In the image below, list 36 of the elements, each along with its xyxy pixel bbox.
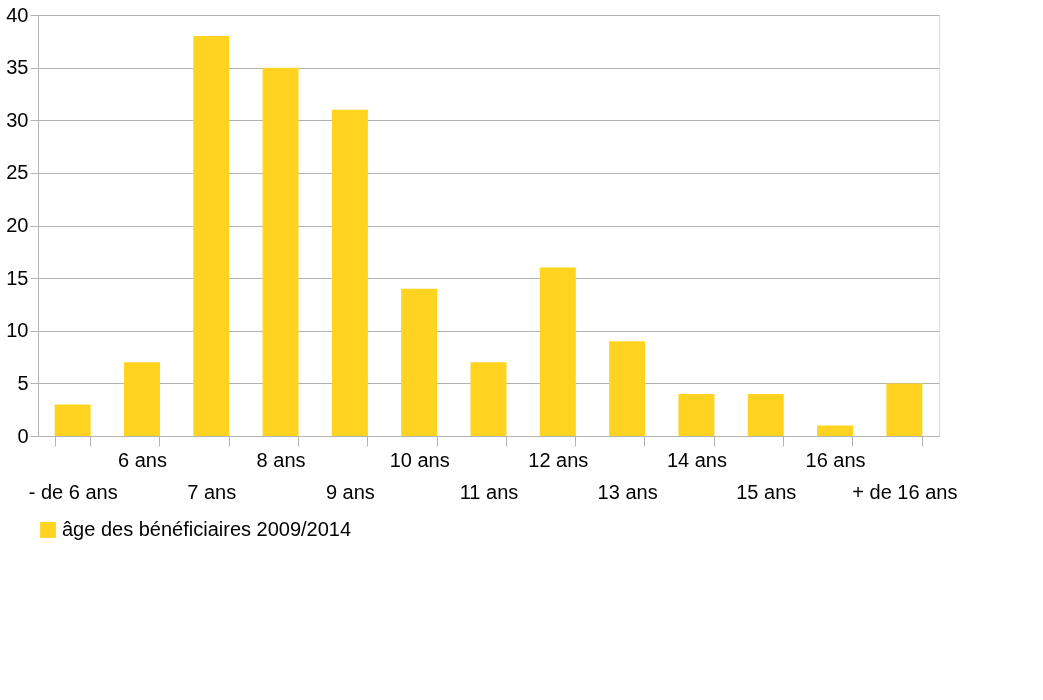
bar [886,383,923,436]
bar [539,267,576,436]
x-tick-label: 13 ans [597,480,658,503]
x-tick-label: 7 ans [187,480,237,503]
y-tick-label: 25 [6,161,29,184]
y-tick-label: 5 [17,371,29,394]
y-tick-label: 15 [6,266,29,289]
x-tick-label: 12 ans [528,448,589,471]
bar [609,341,646,436]
x-tick-label: 11 ans [459,480,519,503]
bar [401,288,438,436]
bar [817,425,854,436]
x-tick-label: 15 ans [736,480,797,503]
y-tick-label: 10 [6,319,29,342]
bar [747,393,784,436]
x-tick-label: 8 ans [256,448,306,471]
x-tick-label: 14 ans [666,448,727,471]
bar [123,362,160,436]
bar [678,393,715,436]
legend-label: âge des bénéficiaires 2009/2014 [62,518,352,540]
x-tick-label: + de 16 ans [852,480,958,503]
x-tick-label: 6 ans [117,448,167,471]
x-tick-label: 16 ans [805,448,866,471]
bar [470,362,507,436]
bar [193,36,230,436]
bar [262,67,299,436]
x-tick-label: - de 6 ans [28,480,118,503]
bar [54,404,91,436]
y-tick-label: 35 [6,56,29,79]
bar [331,109,368,436]
x-tick-label: 10 ans [389,448,450,471]
y-tick-label: 0 [17,424,29,447]
x-tick-label: 9 ans [325,480,375,503]
y-tick-label: 40 [6,3,29,26]
y-tick-label: 20 [6,214,29,236]
y-tick-label: 30 [6,108,29,131]
